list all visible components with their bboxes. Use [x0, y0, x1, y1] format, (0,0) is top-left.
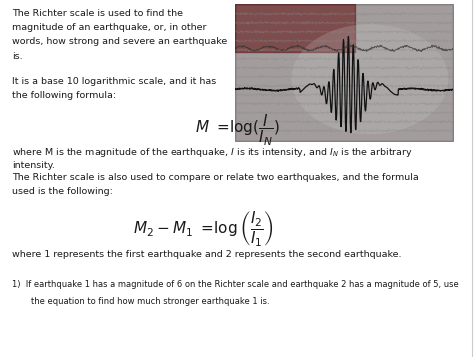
- Text: the equation to find how much stronger earthquake 1 is.: the equation to find how much stronger e…: [31, 297, 269, 306]
- Text: $M_2 - M_1\ =\!\log\left(\dfrac{I_2}{I_1}\right)$: $M_2 - M_1\ =\!\log\left(\dfrac{I_2}{I_1…: [134, 209, 274, 248]
- Text: is.: is.: [12, 52, 22, 61]
- Text: where 1 represents the first earthquake and 2 represents the second earthquake.: where 1 represents the first earthquake …: [12, 250, 401, 259]
- Text: words, how strong and severe an earthquake: words, how strong and severe an earthqua…: [12, 37, 227, 46]
- Text: $M\ =\!\log(\dfrac{I}{I_N})$: $M\ =\!\log(\dfrac{I}{I_N})$: [194, 112, 280, 148]
- Text: the following formula:: the following formula:: [12, 91, 116, 100]
- Text: intensity.: intensity.: [12, 161, 55, 170]
- Text: magnitude of an earthquake, or, in other: magnitude of an earthquake, or, in other: [12, 23, 206, 32]
- Ellipse shape: [292, 24, 448, 134]
- Text: 1)  If earthquake 1 has a magnitude of 6 on the Richter scale and earthquake 2 h: 1) If earthquake 1 has a magnitude of 6 …: [12, 280, 459, 289]
- Text: The Richter scale is also used to compare or relate two earthquakes, and the for: The Richter scale is also used to compar…: [12, 173, 419, 182]
- Text: It is a base 10 logarithmic scale, and it has: It is a base 10 logarithmic scale, and i…: [12, 77, 216, 86]
- Text: where M is the magnitude of the earthquake, $I$ is its intensity, and $I_N$ is t: where M is the magnitude of the earthqua…: [12, 146, 413, 159]
- Text: The Richter scale is used to find the: The Richter scale is used to find the: [12, 9, 183, 18]
- Text: used is the following:: used is the following:: [12, 187, 113, 196]
